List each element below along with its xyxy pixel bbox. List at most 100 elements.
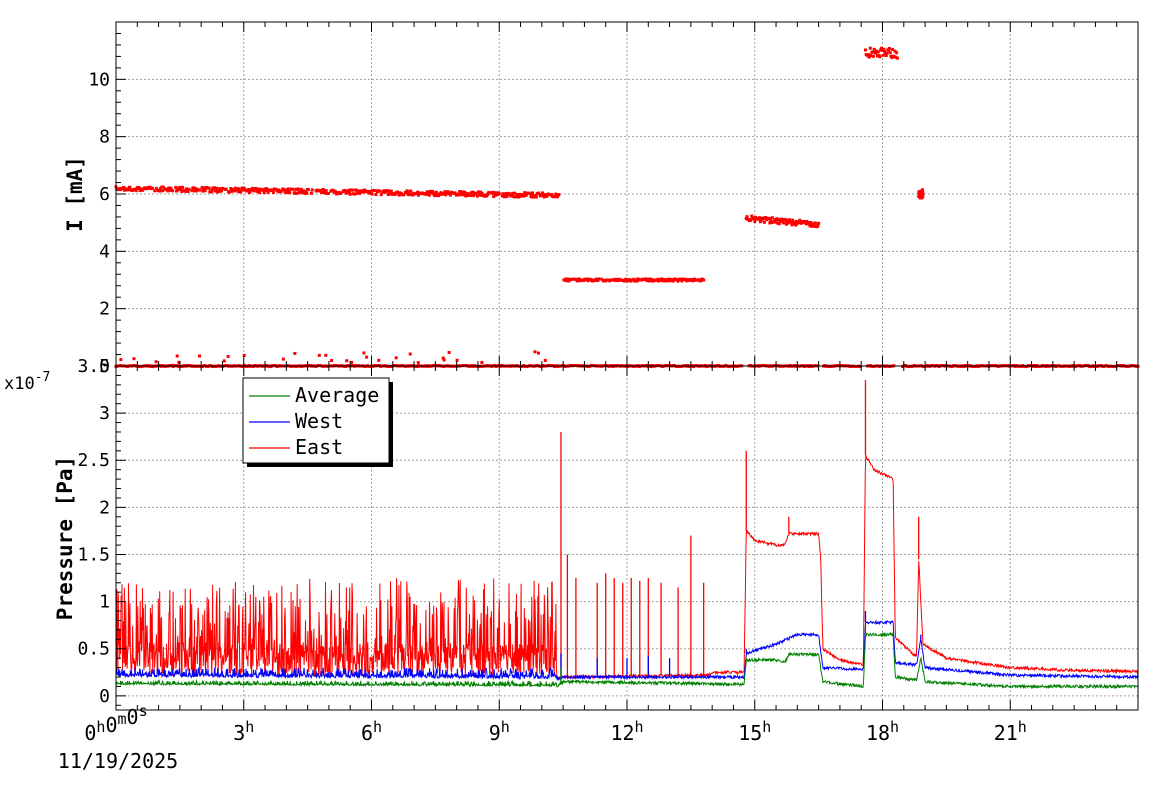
current-data-point bbox=[386, 193, 390, 197]
current-data-point bbox=[791, 220, 795, 224]
current-data-point bbox=[466, 192, 470, 196]
current-data-point bbox=[472, 191, 476, 195]
current-data-point bbox=[207, 186, 211, 190]
current-data-point bbox=[478, 193, 482, 197]
pressure-y-tick-label: 0.5 bbox=[77, 639, 110, 660]
current-data-point bbox=[921, 192, 925, 196]
current-data-point bbox=[795, 219, 799, 223]
current-data-point bbox=[663, 279, 667, 283]
current-data-point bbox=[363, 188, 367, 192]
current-data-point bbox=[893, 49, 897, 53]
current-data-point bbox=[542, 195, 546, 199]
current-data-point bbox=[555, 193, 559, 197]
current-data-point bbox=[869, 54, 873, 58]
current-data-point bbox=[744, 217, 748, 221]
current-data-point bbox=[357, 189, 361, 193]
pressure-y-tick-label: 1 bbox=[99, 592, 110, 613]
current-data-point bbox=[147, 185, 151, 189]
current-data-point bbox=[469, 191, 473, 195]
current-data-point bbox=[126, 187, 130, 191]
current-data-point bbox=[695, 278, 699, 282]
current-data-point bbox=[887, 48, 891, 52]
current-data-point bbox=[650, 278, 654, 282]
current-data-point bbox=[660, 277, 664, 281]
current-data-point bbox=[640, 277, 644, 281]
current-data-point bbox=[786, 221, 790, 225]
pressure-y-tick-label: 2.5 bbox=[77, 450, 110, 471]
current-data-point bbox=[462, 193, 466, 197]
current-data-point bbox=[678, 277, 682, 281]
current-data-point bbox=[239, 189, 243, 193]
current-data-point bbox=[161, 189, 165, 193]
current-data-point bbox=[616, 279, 620, 283]
current-data-point bbox=[179, 186, 183, 190]
current-data-point bbox=[214, 189, 218, 193]
pressure-y-tick-label: 1.5 bbox=[77, 544, 110, 565]
x-tick-label: 6h bbox=[361, 718, 382, 745]
current-data-point bbox=[184, 189, 188, 193]
current-data-point bbox=[122, 185, 126, 189]
current-data-point bbox=[807, 221, 811, 225]
current-data-point bbox=[816, 224, 820, 228]
current-data-point bbox=[164, 188, 168, 192]
current-data-point bbox=[443, 190, 447, 194]
current-data-point bbox=[448, 193, 452, 197]
current-data-point bbox=[784, 217, 788, 221]
current-data-point bbox=[192, 189, 196, 193]
current-data-point bbox=[133, 187, 137, 191]
current-data-point bbox=[858, 365, 862, 369]
current-data-point bbox=[277, 188, 281, 192]
current-data-point bbox=[131, 188, 135, 192]
current-data-point bbox=[781, 221, 785, 225]
current-y-tick-label: 4 bbox=[99, 241, 110, 262]
current-data-point bbox=[119, 358, 123, 362]
current-data-point bbox=[210, 188, 214, 192]
current-data-point bbox=[402, 193, 406, 197]
current-data-point bbox=[140, 188, 144, 192]
current-data-point bbox=[450, 190, 454, 194]
current-data-point bbox=[174, 185, 178, 189]
current-data-point bbox=[867, 53, 871, 57]
current-data-point bbox=[577, 277, 581, 281]
current-data-point bbox=[229, 187, 233, 191]
current-data-point bbox=[374, 193, 378, 197]
current-data-point bbox=[190, 188, 194, 192]
current-data-point bbox=[480, 191, 484, 195]
current-data-point bbox=[745, 215, 749, 219]
current-data-point bbox=[799, 221, 803, 225]
current-data-point bbox=[268, 188, 272, 192]
current-data-point bbox=[198, 188, 202, 192]
current-data-point bbox=[666, 279, 670, 283]
current-data-point bbox=[221, 187, 225, 191]
current-data-point bbox=[880, 48, 884, 52]
current-data-point bbox=[295, 191, 299, 195]
current-data-point bbox=[209, 190, 213, 194]
current-data-point bbox=[391, 192, 395, 196]
pressure-y-axis-title: Pressure [Pa] bbox=[53, 456, 77, 620]
current-data-point bbox=[470, 194, 474, 198]
current-data-point bbox=[217, 189, 221, 193]
current-data-point bbox=[287, 189, 291, 193]
current-data-point bbox=[227, 190, 231, 194]
current-data-point bbox=[505, 195, 509, 199]
current-data-point bbox=[219, 189, 223, 193]
current-data-point bbox=[785, 219, 789, 223]
current-data-point bbox=[317, 353, 321, 357]
current-data-point bbox=[350, 360, 354, 364]
current-data-point bbox=[749, 218, 753, 222]
legend-label-average: Average bbox=[295, 383, 379, 407]
current-data-point bbox=[193, 186, 197, 190]
current-data-point bbox=[813, 221, 817, 225]
x-axis: 0h0m0s 3h 6h 9h 12h 15h 18h 21h 11/19/2025 bbox=[58, 22, 1139, 773]
current-data-point bbox=[492, 195, 496, 199]
current-data-point bbox=[296, 187, 300, 191]
current-data-point bbox=[394, 356, 398, 360]
current-data-point bbox=[522, 194, 526, 198]
current-data-point bbox=[433, 194, 437, 198]
current-data-point bbox=[408, 352, 412, 356]
current-data-point bbox=[502, 193, 506, 197]
current-data-point bbox=[226, 355, 230, 359]
pressure-y-tick-label: 3.5 bbox=[77, 356, 110, 377]
current-data-point bbox=[305, 191, 309, 195]
current-data-point bbox=[315, 188, 319, 192]
